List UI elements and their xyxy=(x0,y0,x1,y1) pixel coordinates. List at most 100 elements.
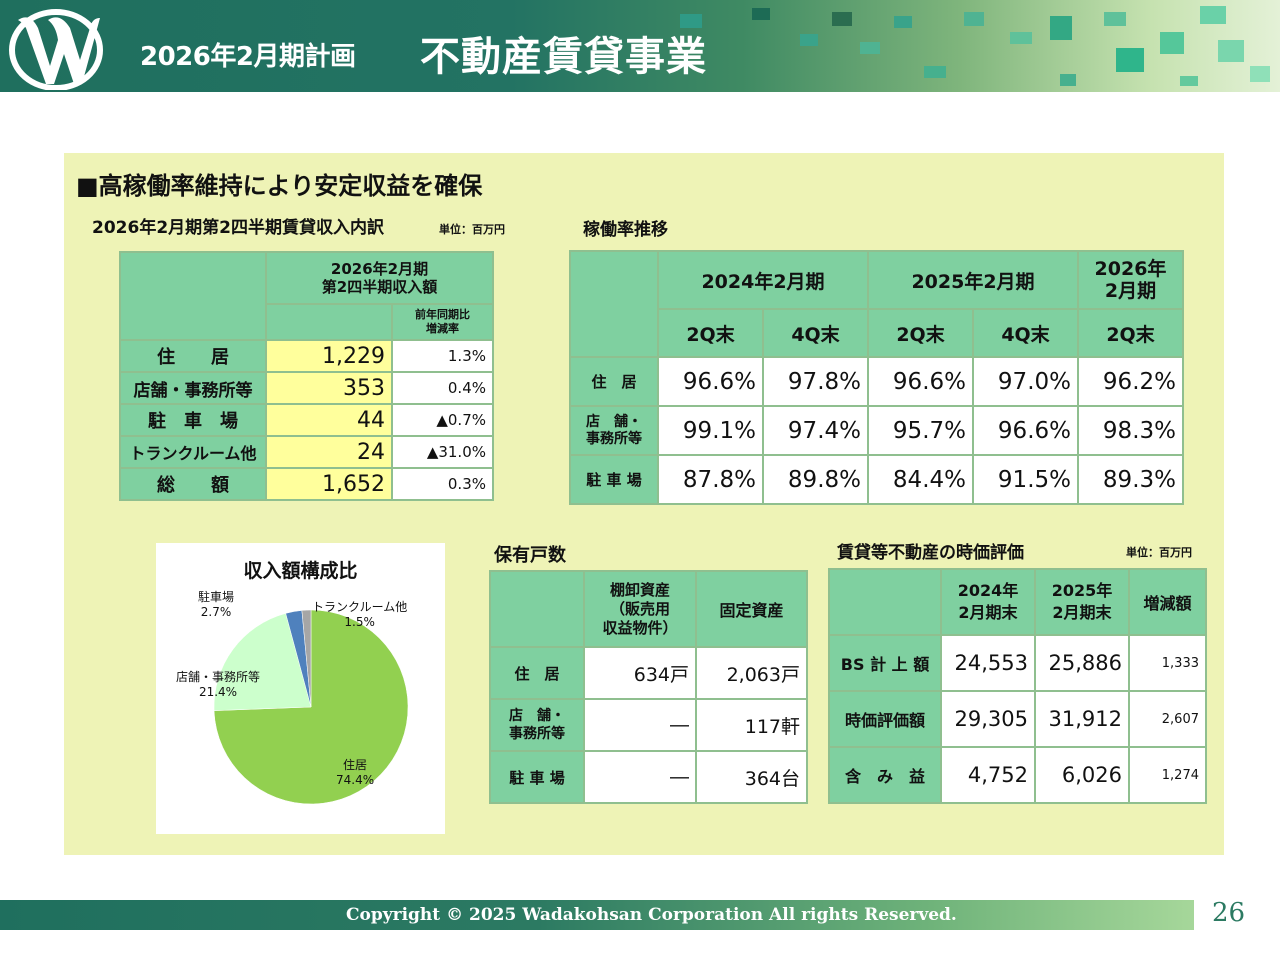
revenue-change: 0.4% xyxy=(391,371,494,405)
occupancy-value: 99.1% xyxy=(657,405,764,456)
occupancy-row-label: 駐 車 場 xyxy=(569,454,659,505)
decor-square xyxy=(800,34,818,46)
occupancy-value: 98.3% xyxy=(1077,405,1184,456)
occupancy-row-label: 住 居 xyxy=(569,356,659,407)
valuation-row-label: 時価評価額 xyxy=(828,690,942,748)
valuation-row-label: BS 計 上 額 xyxy=(828,634,942,692)
occupancy-value: 84.4% xyxy=(867,454,974,505)
revenue-amount: 353 xyxy=(265,371,393,405)
revenue-row-label: トランクルーム他 xyxy=(119,435,267,469)
occupancy-corner-cell xyxy=(569,250,659,358)
decor-square xyxy=(1116,48,1144,72)
units-inventory: ― xyxy=(583,698,697,752)
pie-label-value: 74.4% xyxy=(336,773,375,787)
occupancy-value: 95.7% xyxy=(867,405,974,456)
units-table: 棚卸資産 （販売用 収益物件） 固定資産 住 居 634戸 2,063戸 店 舗… xyxy=(489,570,808,804)
units-table-title: 保有戸数 xyxy=(494,545,566,566)
decor-square xyxy=(860,42,880,54)
revenue-change: 0.3% xyxy=(391,467,494,501)
revenue-change-header: 前年同期比 増減率 xyxy=(391,303,494,341)
valuation-2025: 6,026 xyxy=(1034,746,1130,804)
decor-square xyxy=(894,16,912,28)
revenue-row-label: 店舗・事務所等 xyxy=(119,371,267,405)
pie-label-shop: 店舗・事務所等 21.4% xyxy=(176,668,260,699)
revenue-change: ▲0.7% xyxy=(391,403,494,437)
decor-square xyxy=(1060,74,1076,86)
decor-square xyxy=(924,66,946,78)
revenue-amount: 24 xyxy=(265,435,393,469)
pie-chart-title: 収入額構成比 xyxy=(243,560,358,582)
occupancy-value: 97.8% xyxy=(762,356,869,407)
decor-square xyxy=(1200,6,1226,24)
units-header: 棚卸資産 （販売用 収益物件） xyxy=(583,570,697,648)
revenue-change: ▲31.0% xyxy=(391,435,494,469)
section-heading: ■高稼働率維持により安定収益を確保 xyxy=(76,172,483,200)
decor-square xyxy=(752,8,770,20)
page-title: 不動産賃貸事業 xyxy=(420,34,707,80)
units-inventory: 634戸 xyxy=(583,646,697,700)
company-logo-icon xyxy=(9,9,103,90)
revenue-change: 1.3% xyxy=(391,339,494,373)
pie-label-trunk: トランクルーム他 1.5% xyxy=(312,598,407,629)
occupancy-period-header: 2026年 2月期 xyxy=(1077,250,1184,310)
occupancy-quarter-header: 4Q末 xyxy=(972,308,1079,358)
valuation-2025: 25,886 xyxy=(1034,634,1130,692)
occupancy-value: 91.5% xyxy=(972,454,1079,505)
valuation-diff: 1,274 xyxy=(1128,746,1207,804)
pie-slice-トランクルーム他 xyxy=(301,609,312,708)
units-fixed: 2,063戸 xyxy=(695,646,808,700)
occupancy-value: 96.6% xyxy=(657,356,764,407)
valuation-table-title: 賃貸等不動産の時価評価 xyxy=(837,543,1024,563)
units-fixed: 117軒 xyxy=(695,698,808,752)
revenue-table-title: 2026年2月期第2四半期賃貸収入内訳 xyxy=(92,218,384,238)
decor-square xyxy=(964,12,984,26)
revenue-col-header: 2026年2月期 第2四半期収入額 xyxy=(265,251,494,305)
units-row-label: 住 居 xyxy=(489,646,585,700)
valuation-2024: 4,752 xyxy=(940,746,1036,804)
pie-label-name: トランクルーム他 xyxy=(312,600,408,614)
occupancy-period-header: 2024年2月期 xyxy=(657,250,869,310)
decor-square xyxy=(832,12,852,26)
decor-square xyxy=(1010,32,1032,44)
pie-label-name: 駐車場 xyxy=(198,590,235,604)
revenue-row-label: 駐 車 場 xyxy=(119,403,267,437)
valuation-2025: 31,912 xyxy=(1034,690,1130,748)
decor-square xyxy=(680,14,702,28)
footer-bar xyxy=(0,900,1194,930)
revenue-table: 2026年2月期 第2四半期収入額 前年同期比 増減率 住 居 1,229 1.… xyxy=(119,251,494,501)
pie-label-name: 店舗・事務所等 xyxy=(176,670,261,684)
revenue-row-label: 住 居 xyxy=(119,339,267,373)
occupancy-table-title: 稼働率推移 xyxy=(583,220,668,240)
occupancy-value: 89.8% xyxy=(762,454,869,505)
valuation-row-label: 含 み 益 xyxy=(828,746,942,804)
valuation-corner-cell xyxy=(828,568,942,636)
pie-label-value: 2.7% xyxy=(200,605,232,619)
occupancy-period-header: 2025年2月期 xyxy=(867,250,1079,310)
occupancy-value: 96.6% xyxy=(867,356,974,407)
copyright-text: Copyright © 2025 Wadakohsan Corporation … xyxy=(346,905,957,925)
valuation-table: 2024年 2月期末 2025年 2月期末 増減額 BS 計 上 額 24,55… xyxy=(828,568,1207,804)
revenue-row-label: 総 額 xyxy=(119,467,267,501)
units-fixed: 364台 xyxy=(695,750,808,804)
occupancy-row-label: 店 舗・ 事務所等 xyxy=(569,405,659,456)
revenue-unit-label: 単位：百万円 xyxy=(439,223,505,236)
revenue-amount: 1,652 xyxy=(265,467,393,501)
occupancy-value: 97.4% xyxy=(762,405,869,456)
occupancy-quarter-header: 2Q末 xyxy=(867,308,974,358)
valuation-2024: 24,553 xyxy=(940,634,1036,692)
valuation-header: 2025年 2月期末 xyxy=(1034,568,1130,636)
valuation-unit-label: 単位：百万円 xyxy=(1126,546,1192,559)
page-number: 26 xyxy=(1212,898,1246,928)
occupancy-quarter-header: 2Q末 xyxy=(657,308,764,358)
occupancy-table: 2024年2月期 2025年2月期 2026年 2月期 2Q末 4Q末 2Q末 … xyxy=(569,250,1184,505)
units-inventory: ― xyxy=(583,750,697,804)
decor-square xyxy=(1180,76,1198,86)
plan-subtitle: 2026年2月期計画 xyxy=(140,42,356,72)
decor-square xyxy=(1218,40,1244,62)
header-bar xyxy=(0,0,1280,92)
occupancy-value: 97.0% xyxy=(972,356,1079,407)
valuation-header: 2024年 2月期末 xyxy=(940,568,1036,636)
pie-label-value: 21.4% xyxy=(198,685,238,699)
occupancy-value: 96.6% xyxy=(972,405,1079,456)
revenue-amount: 44 xyxy=(265,403,393,437)
